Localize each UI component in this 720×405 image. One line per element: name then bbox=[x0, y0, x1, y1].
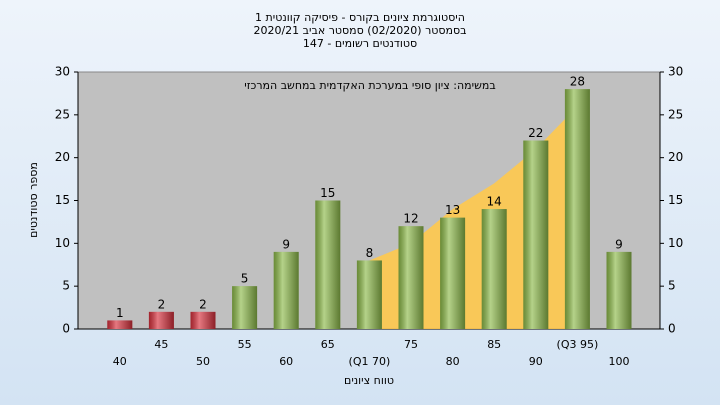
x-tick-label: 65 bbox=[321, 338, 335, 351]
x-tick-label: 45 bbox=[154, 338, 168, 351]
subtitle: בסמסטר (02/2020) סמסטר אביב 2020/21 bbox=[253, 24, 466, 37]
data-label: 12 bbox=[403, 212, 418, 226]
x-tick-label: (Q1 70) bbox=[349, 355, 391, 368]
bar-shade bbox=[356, 260, 382, 329]
bar-shade bbox=[107, 320, 133, 329]
data-label: 9 bbox=[615, 237, 623, 251]
bar-shade bbox=[232, 286, 258, 329]
bar-shade bbox=[273, 251, 299, 329]
x-tick-label: 75 bbox=[404, 338, 418, 351]
x-tick-label: 40 bbox=[113, 355, 127, 368]
data-label: 15 bbox=[320, 186, 335, 200]
bar-shade bbox=[148, 311, 174, 329]
data-label: 22 bbox=[528, 126, 543, 140]
bar-shade bbox=[481, 209, 507, 329]
y2-tick-label: 10 bbox=[668, 236, 683, 250]
x-tick-label: 100 bbox=[609, 355, 630, 368]
data-label: 14 bbox=[487, 195, 502, 209]
y2-tick-label: 15 bbox=[668, 193, 683, 207]
data-label: 1 bbox=[116, 306, 124, 320]
x-axis-label: טווח ציונים bbox=[344, 374, 394, 387]
data-label: 2 bbox=[158, 297, 166, 311]
x-tick-label: 60 bbox=[279, 355, 293, 368]
y-tick-label: 10 bbox=[55, 236, 70, 250]
x-tick-label: 85 bbox=[487, 338, 501, 351]
data-label: 8 bbox=[366, 246, 374, 260]
x-tick-label: 55 bbox=[238, 338, 252, 351]
data-label: 9 bbox=[282, 237, 290, 251]
data-label: 13 bbox=[445, 203, 460, 217]
data-label: 28 bbox=[570, 75, 585, 89]
y-axis-label: מספר סטודנטים bbox=[27, 162, 40, 238]
y-tick-label: 30 bbox=[55, 65, 70, 79]
y2-tick-label: 5 bbox=[668, 279, 676, 293]
y2-tick-label: 25 bbox=[668, 107, 683, 121]
bar-shade bbox=[398, 226, 424, 329]
bar-shade bbox=[190, 311, 216, 329]
data-label: 5 bbox=[241, 272, 249, 286]
x-tick-label: (Q3 95) bbox=[557, 338, 599, 351]
y2-tick-label: 30 bbox=[668, 65, 683, 79]
y-tick-label: 0 bbox=[62, 322, 70, 336]
y2-tick-label: 0 bbox=[668, 322, 676, 336]
data-label: 2 bbox=[199, 297, 207, 311]
bar-shade bbox=[315, 200, 341, 329]
x-tick-label: 50 bbox=[196, 355, 210, 368]
bar-shade bbox=[606, 251, 632, 329]
bar-shade bbox=[440, 217, 466, 329]
y-tick-label: 5 bbox=[62, 279, 70, 293]
y2-tick-label: 20 bbox=[668, 150, 683, 164]
chart-title: היסטוגרמת ציונים בקורס - פיסיקה קוונטית … bbox=[255, 11, 465, 24]
bar-shade bbox=[523, 140, 549, 329]
x-tick-label: 80 bbox=[446, 355, 460, 368]
y-tick-label: 20 bbox=[55, 150, 70, 164]
annotation: במשימה: ציון סופי במערכת האקדמית במחשב ה… bbox=[244, 79, 495, 92]
y-tick-label: 15 bbox=[55, 193, 70, 207]
x-tick-label: 90 bbox=[529, 355, 543, 368]
y-tick-label: 25 bbox=[55, 107, 70, 121]
bar-shade bbox=[564, 89, 590, 329]
subtitle: סטודנטים רשומים - 147 bbox=[303, 37, 417, 50]
